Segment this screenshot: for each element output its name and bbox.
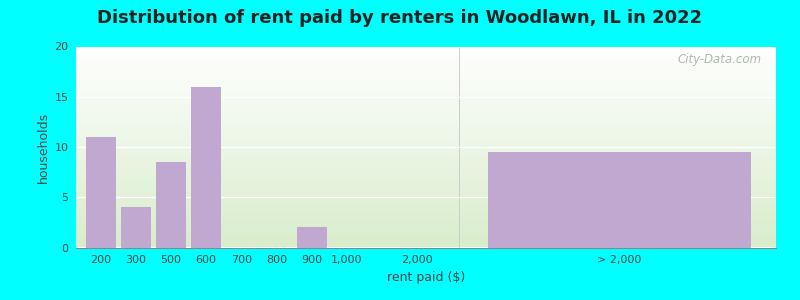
Bar	[487, 152, 751, 248]
Bar	[191, 87, 221, 248]
Y-axis label: households: households	[37, 111, 50, 183]
Bar	[86, 137, 115, 248]
Bar	[156, 162, 186, 247]
Bar	[297, 227, 326, 248]
Text: Distribution of rent paid by renters in Woodlawn, IL in 2022: Distribution of rent paid by renters in …	[98, 9, 702, 27]
Text: City-Data.com: City-Data.com	[678, 52, 762, 65]
X-axis label: rent paid ($): rent paid ($)	[387, 271, 465, 284]
Bar	[121, 207, 150, 248]
